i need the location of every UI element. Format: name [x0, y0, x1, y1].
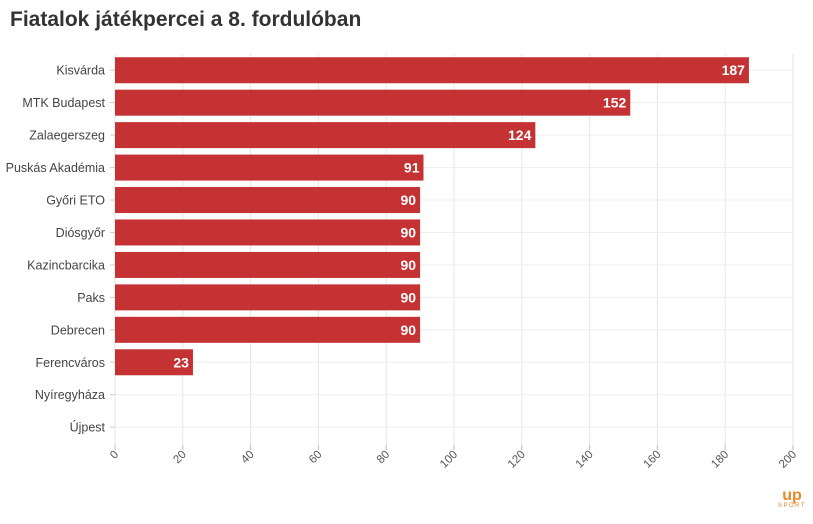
logo-up: up — [782, 487, 802, 504]
x-tick-label: 200 — [777, 449, 799, 471]
category-label: Újpest — [70, 420, 106, 435]
bar — [115, 284, 421, 311]
category-label: Kisvárda — [56, 64, 105, 78]
category-label: Zalaegerszeg — [29, 129, 105, 143]
bar — [115, 187, 421, 214]
bar — [115, 251, 421, 278]
data-label: 90 — [401, 224, 417, 240]
category-label: Győri ETO — [46, 194, 105, 208]
bar — [115, 219, 421, 246]
data-label: 23 — [173, 354, 189, 370]
category-label: Diósgyőr — [56, 226, 105, 240]
data-label: 90 — [401, 322, 417, 338]
data-label: 90 — [401, 289, 417, 305]
data-label: 124 — [508, 127, 532, 143]
bar — [115, 349, 193, 376]
x-tick-label: 140 — [574, 449, 596, 471]
x-tick-label: 0 — [108, 449, 121, 462]
data-label: 152 — [603, 95, 627, 111]
data-label: 187 — [722, 62, 746, 78]
category-label: Nyíregyháza — [35, 388, 105, 402]
bar — [115, 316, 421, 343]
bar — [115, 122, 536, 149]
category-label: Ferencváros — [36, 356, 105, 370]
category-label: Paks — [77, 291, 105, 305]
logo-sport: SPORT — [778, 503, 807, 509]
bar — [115, 154, 424, 181]
x-tick-label: 20 — [171, 449, 189, 467]
x-tick-label: 120 — [506, 449, 528, 471]
upsport-logo: up SPORT — [778, 487, 807, 510]
bar — [115, 89, 631, 116]
data-label: 91 — [404, 160, 420, 176]
chart-title: Fiatalok játékpercei a 8. fordulóban — [10, 8, 362, 31]
x-tick-label: 80 — [375, 449, 393, 467]
category-label: Kazincbarcika — [27, 258, 105, 272]
category-label: MTK Budapest — [22, 96, 105, 110]
bar — [115, 57, 749, 84]
x-tick-label: 100 — [438, 449, 460, 471]
x-tick-label: 180 — [709, 449, 731, 471]
data-label: 90 — [401, 192, 417, 208]
category-label: Puskás Akadémia — [6, 161, 105, 175]
category-label: Debrecen — [51, 323, 105, 337]
x-tick-label: 160 — [641, 449, 663, 471]
x-tick-label: 40 — [239, 449, 257, 467]
data-label: 90 — [401, 257, 417, 273]
x-tick-label: 60 — [307, 449, 325, 467]
